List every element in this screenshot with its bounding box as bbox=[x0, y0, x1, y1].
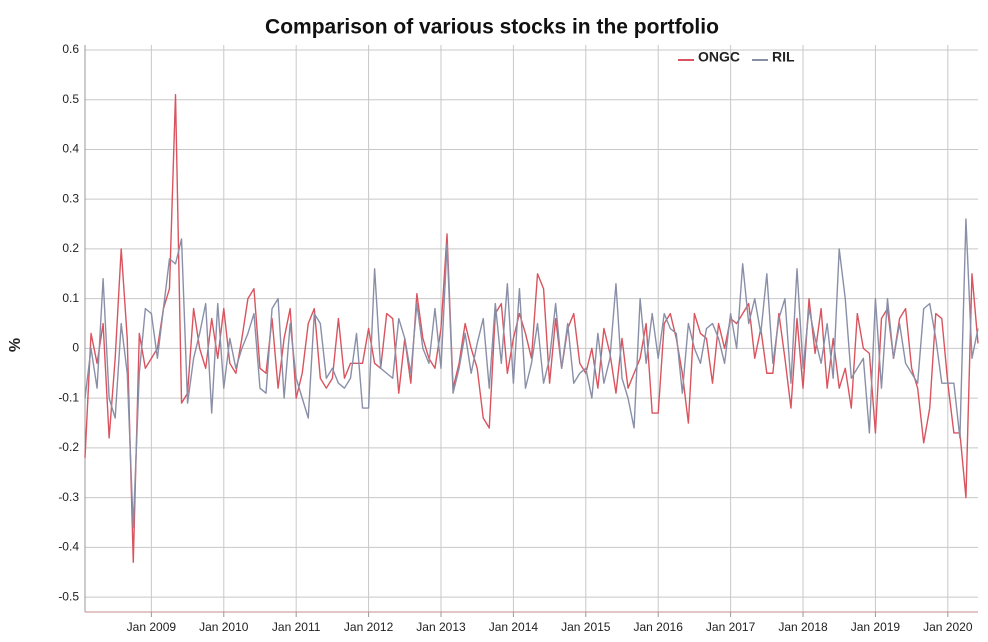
x-tick-label: Jan 2010 bbox=[199, 620, 249, 634]
y-tick-label: 0 bbox=[72, 341, 79, 355]
chart-title: Comparison of various stocks in the port… bbox=[265, 16, 719, 39]
x-tick-label: Jan 2016 bbox=[634, 620, 684, 634]
y-tick-label: -0.3 bbox=[58, 490, 79, 504]
y-tick-label: -0.1 bbox=[58, 390, 79, 404]
y-tick-label: -0.4 bbox=[58, 540, 79, 554]
y-tick-label: 0.1 bbox=[62, 291, 79, 305]
x-tick-label: Jan 2017 bbox=[706, 620, 756, 634]
y-tick-label: 0.6 bbox=[62, 42, 79, 56]
x-tick-label: Jan 2012 bbox=[344, 620, 394, 634]
y-axis-label: % bbox=[7, 338, 24, 352]
x-tick-label: Jan 2013 bbox=[416, 620, 466, 634]
y-tick-label: -0.5 bbox=[58, 589, 79, 603]
y-tick-label: 0.5 bbox=[62, 92, 79, 106]
y-tick-label: 0.2 bbox=[62, 241, 79, 255]
x-tick-label: Jan 2014 bbox=[489, 620, 539, 634]
x-tick-label: Jan 2018 bbox=[778, 620, 828, 634]
x-tick-label: Jan 2020 bbox=[923, 620, 973, 634]
legend-label: RIL bbox=[772, 49, 795, 65]
x-tick-label: Jan 2011 bbox=[272, 620, 321, 634]
y-tick-label: 0.4 bbox=[62, 142, 79, 156]
legend-label: ONGC bbox=[698, 49, 740, 65]
y-tick-label: -0.2 bbox=[58, 440, 79, 454]
series-line bbox=[84, 218, 979, 529]
y-tick-label: 0.3 bbox=[62, 191, 79, 205]
x-tick-label: Jan 2015 bbox=[561, 620, 611, 634]
series-line bbox=[84, 94, 979, 563]
x-tick-label: Jan 2019 bbox=[851, 620, 901, 634]
x-tick-label: Jan 2009 bbox=[127, 620, 177, 634]
